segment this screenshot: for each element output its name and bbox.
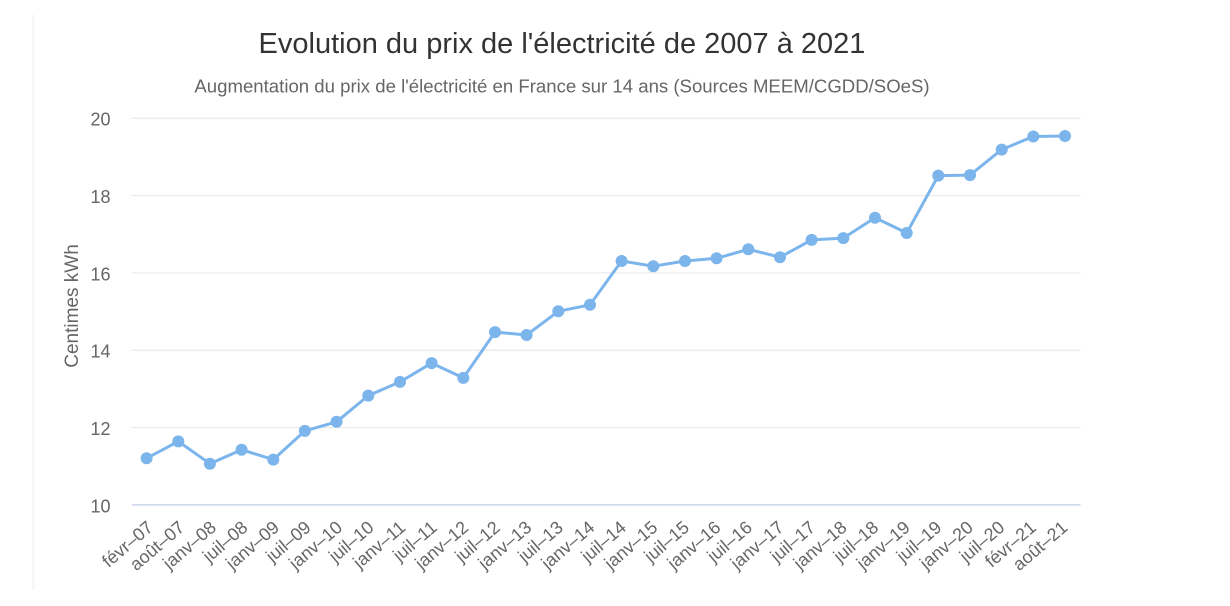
svg-text:Augmentation du prix de l'élec: Augmentation du prix de l'électricité en… [194, 76, 929, 97]
svg-text:18: 18 [90, 187, 110, 207]
svg-text:12: 12 [90, 419, 110, 439]
svg-text:Evolution du prix de l'électri: Evolution du prix de l'électricité de 20… [259, 28, 866, 60]
svg-text:Centimes kWh: Centimes kWh [62, 244, 83, 368]
svg-text:20: 20 [90, 110, 110, 130]
svg-text:14: 14 [90, 342, 110, 362]
svg-text:16: 16 [90, 264, 110, 284]
svg-text:10: 10 [90, 496, 110, 516]
